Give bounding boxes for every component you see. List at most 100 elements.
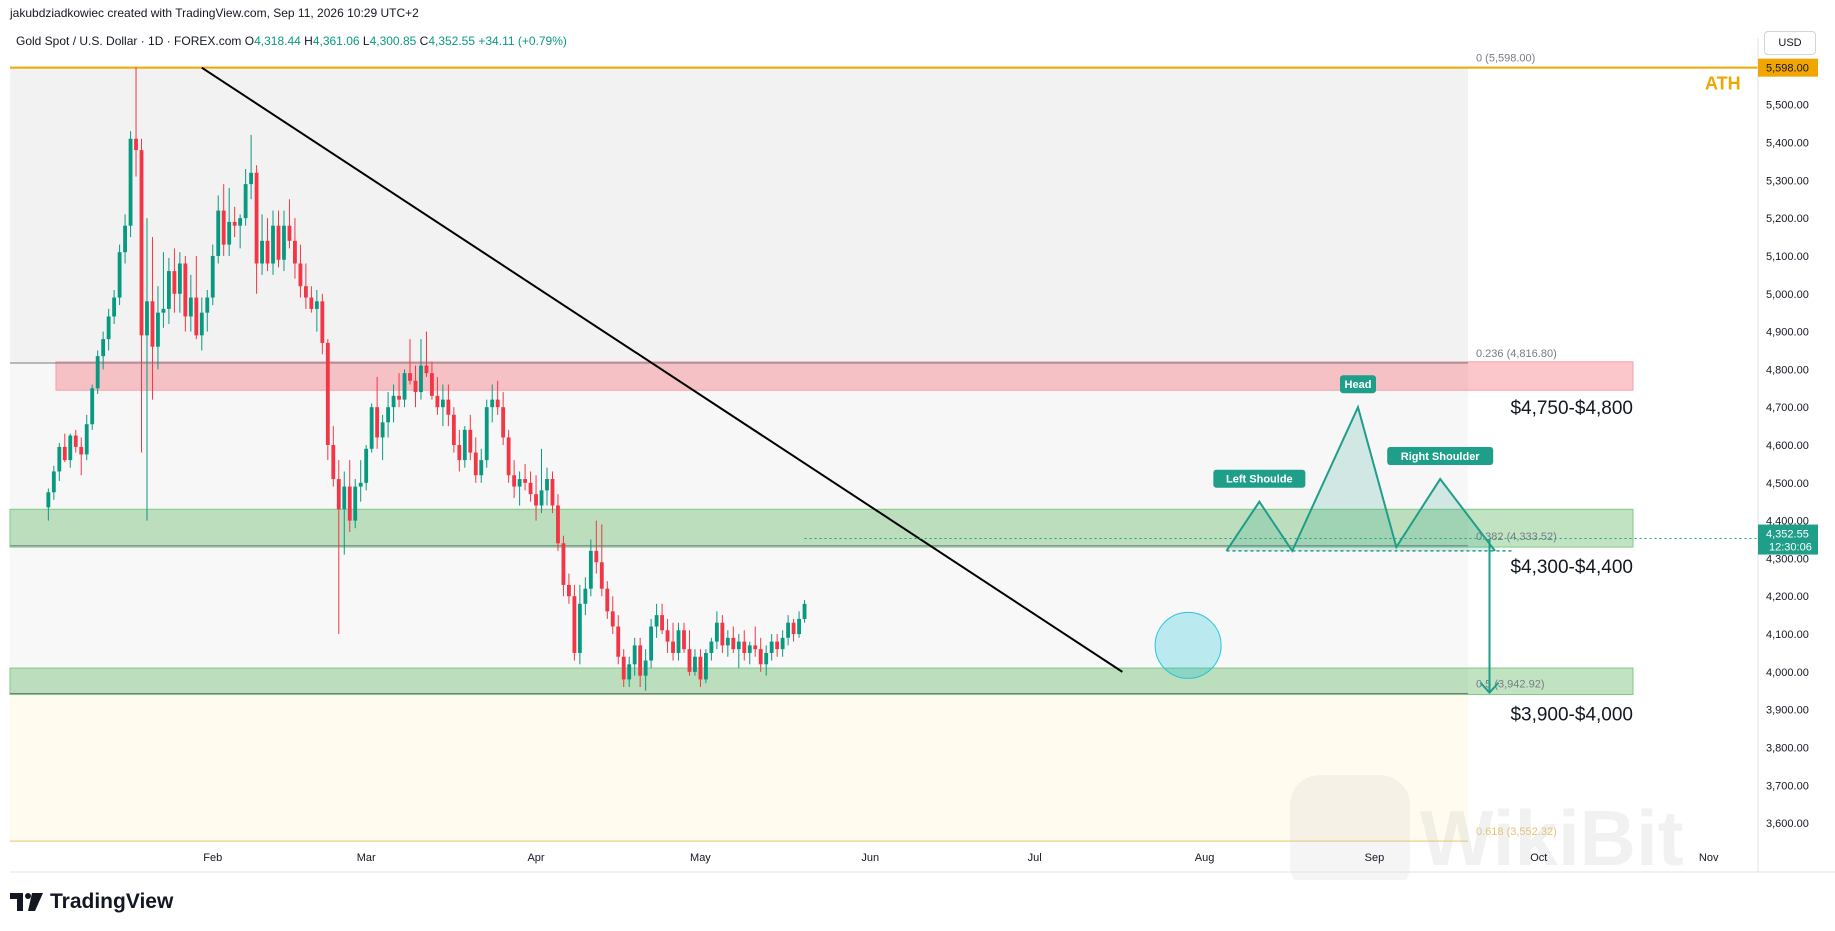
candle-body bbox=[139, 150, 144, 336]
candle-body bbox=[599, 562, 604, 589]
candle-body bbox=[539, 490, 544, 506]
y-tick-label: 4,000.00 bbox=[1766, 667, 1809, 679]
candle-body bbox=[183, 263, 188, 317]
candle-body bbox=[358, 482, 363, 487]
candle-body bbox=[775, 641, 780, 650]
candle-body bbox=[643, 660, 648, 676]
candle-body bbox=[495, 399, 500, 408]
candle-body bbox=[419, 365, 423, 393]
x-tick-label: May bbox=[690, 852, 711, 864]
candle-body bbox=[424, 365, 429, 374]
candle-body bbox=[117, 252, 122, 298]
candle-body bbox=[128, 138, 133, 226]
tradingview-logo-text: TradingView bbox=[50, 890, 174, 913]
fib-label: 0.618 (3,552.32) bbox=[1476, 826, 1557, 838]
candle-body bbox=[676, 630, 681, 653]
candle-body bbox=[687, 649, 692, 672]
ohlc-change: +34.11 (+0.79%) bbox=[478, 34, 567, 48]
candle-body bbox=[336, 479, 341, 510]
pattern-label: Right Shoulder bbox=[1401, 451, 1481, 463]
ath-price-tag bbox=[1758, 58, 1818, 77]
fib-label: 0 (5,598.00) bbox=[1476, 53, 1535, 65]
y-tick-label: 4,600.00 bbox=[1766, 440, 1809, 452]
trendline bbox=[201, 66, 1123, 673]
fib-band bbox=[10, 693, 1468, 842]
candle-body bbox=[769, 641, 774, 653]
candle-body bbox=[177, 263, 182, 294]
candle-body bbox=[583, 588, 588, 604]
candle-body bbox=[347, 486, 352, 521]
ath-price-label: 5,598.00 bbox=[1766, 63, 1809, 75]
breakout-circle bbox=[1154, 611, 1222, 679]
candle-body bbox=[216, 210, 221, 256]
candle-body bbox=[714, 622, 719, 642]
zone-label: $4,300-$4,400 bbox=[1510, 557, 1633, 578]
candle-body bbox=[199, 312, 204, 336]
candle-body bbox=[188, 297, 193, 317]
candle-body bbox=[342, 486, 347, 510]
x-tick-label: Feb bbox=[203, 852, 222, 864]
candle-body bbox=[671, 641, 675, 653]
candle-body bbox=[134, 138, 138, 151]
candle-body bbox=[693, 656, 697, 672]
candle-body bbox=[462, 429, 467, 461]
candle-body bbox=[753, 645, 758, 650]
candle-body bbox=[364, 448, 369, 483]
watermark-logo bbox=[1290, 775, 1410, 880]
y-tick-label: 3,600.00 bbox=[1766, 818, 1809, 830]
y-tick-label: 3,700.00 bbox=[1766, 780, 1809, 792]
candle-body bbox=[435, 395, 440, 408]
candle-body bbox=[638, 645, 643, 676]
currency-button[interactable]: USD bbox=[1764, 31, 1816, 55]
ohlc-close-label: C bbox=[419, 34, 429, 48]
y-tick-label: 5,400.00 bbox=[1766, 138, 1809, 150]
y-tick-label: 5,000.00 bbox=[1766, 289, 1809, 301]
y-tick-label: 5,300.00 bbox=[1766, 175, 1809, 187]
candle-body bbox=[610, 611, 615, 627]
ohlc-open: 4,318.44 bbox=[254, 34, 301, 48]
candle-body bbox=[764, 652, 769, 665]
candle-body bbox=[616, 626, 621, 657]
candle-body bbox=[282, 225, 286, 260]
x-tick-label: Aug bbox=[1195, 852, 1215, 864]
candle-body bbox=[490, 399, 495, 408]
price-chart[interactable]: 0 (5,598.00) 0.236 (4,816.80) 0.382 (4,333… bbox=[0, 0, 1835, 880]
y-tick-label: 4,300.00 bbox=[1766, 553, 1809, 565]
candle-body bbox=[287, 225, 292, 241]
symbol-name: Gold Spot / U.S. Dollar · 1D · FOREX.com bbox=[16, 34, 242, 48]
candle-body bbox=[682, 630, 686, 650]
x-tick-label: Oct bbox=[1530, 852, 1547, 864]
y-tick-label: 4,100.00 bbox=[1766, 629, 1809, 641]
candle-body bbox=[501, 407, 506, 438]
candle-body bbox=[786, 622, 791, 638]
candle-body bbox=[703, 652, 708, 680]
candle-body bbox=[150, 301, 155, 347]
candle-body bbox=[446, 399, 451, 415]
candle-body bbox=[588, 550, 593, 589]
candle-body bbox=[621, 656, 626, 680]
x-tick-label: Sep bbox=[1365, 852, 1385, 864]
candle-body bbox=[545, 479, 549, 491]
candle-body bbox=[106, 316, 111, 340]
candle-body bbox=[320, 301, 325, 343]
candle-body bbox=[523, 479, 528, 483]
candle-body bbox=[205, 297, 210, 313]
fib-band bbox=[10, 363, 1468, 546]
candle-body bbox=[101, 339, 106, 357]
candle-body bbox=[506, 437, 511, 476]
candle-body bbox=[577, 603, 582, 653]
candle-body bbox=[265, 240, 270, 264]
candle-body bbox=[720, 622, 725, 646]
candle-body bbox=[260, 240, 264, 264]
candle-body bbox=[90, 388, 95, 425]
ohlc-high: 4,361.06 bbox=[312, 34, 360, 48]
candle-body bbox=[309, 297, 314, 309]
ath-label: ATH bbox=[1705, 74, 1741, 94]
candle-body bbox=[534, 494, 538, 506]
fib-label: 0.382 (4,333.52) bbox=[1476, 531, 1557, 543]
tradingview-logo[interactable]: TradingView bbox=[10, 890, 173, 914]
candle-body bbox=[221, 210, 226, 245]
candle-body bbox=[238, 218, 243, 226]
candle-body bbox=[391, 395, 396, 408]
candle-body bbox=[556, 505, 560, 544]
